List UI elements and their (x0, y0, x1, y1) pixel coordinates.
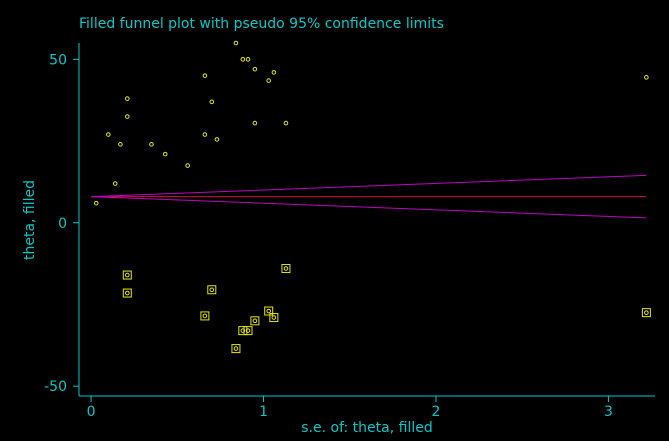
observed-study-point (240, 57, 246, 62)
y-tick-label: 0 (58, 216, 67, 232)
x-tick-label: 2 (432, 404, 441, 420)
filled-study-point (200, 311, 210, 321)
filled-study-point (243, 326, 253, 336)
observed-study-point (202, 132, 208, 137)
observed-study-point (202, 73, 208, 78)
filled-study-box (264, 306, 274, 316)
observed-study-point (245, 57, 251, 62)
observed-study-point (118, 142, 123, 147)
observed-study-point (106, 132, 111, 137)
filled-study-circle (283, 266, 289, 271)
observed-study-point (214, 137, 220, 142)
filled-study-box (122, 288, 132, 298)
observed-study-point (162, 151, 168, 157)
filled-study-circle (266, 308, 272, 314)
y-axis-ticks: -50 0 50 (44, 52, 79, 395)
filled-study-box (641, 308, 651, 318)
filled-study-circle (124, 290, 130, 296)
filled-study-box (207, 285, 217, 295)
filled-study-point (122, 270, 132, 280)
filled-study-point (207, 285, 217, 295)
filled-study-circle (124, 272, 130, 278)
observed-study-point (185, 163, 190, 168)
x-tick-label: 1 (259, 404, 268, 420)
filled-study-point (264, 306, 274, 316)
filled-study-circle (644, 310, 649, 315)
filled-study-circle (271, 315, 277, 320)
x-tick-label: 3 (604, 404, 613, 420)
observed-study-point (644, 75, 649, 80)
filled-study-point (231, 344, 241, 354)
filled-study-box (269, 313, 279, 323)
x-axis-label: s.e. of: theta, filled (301, 420, 432, 436)
observed-study-point (271, 70, 277, 75)
x-tick-label: 0 (87, 404, 96, 420)
filled-study-point (641, 308, 651, 318)
filled-study-point (122, 288, 132, 298)
observed-study-point (266, 78, 272, 83)
y-tick-label: -50 (44, 379, 67, 395)
observed-study-point (252, 66, 258, 72)
upper-confidence-limit (91, 174, 647, 198)
observed-study-point (252, 120, 258, 126)
observed-study-point (283, 120, 289, 126)
observed-study-point (233, 40, 239, 46)
y-tick-label: 50 (49, 52, 67, 68)
observed-study-point (209, 99, 215, 105)
filled-study-box (243, 326, 253, 336)
y-axis-label: theta, filled (22, 180, 38, 260)
lower-confidence-limit (91, 196, 647, 219)
observed-study-point (93, 200, 99, 206)
funnel-lines (91, 174, 647, 219)
filled-study-box (281, 264, 291, 274)
observed-study-point (124, 114, 130, 119)
observed-study-point (112, 181, 118, 186)
observed-study-point (124, 96, 130, 101)
filled-study-box (122, 270, 132, 280)
filled-study-circle (245, 328, 251, 333)
filled-study-box (250, 316, 260, 326)
filled-study-circle (240, 328, 246, 333)
filled-study-box (231, 344, 241, 354)
data-points (93, 40, 651, 354)
filled-study-circle (209, 287, 215, 293)
filled-study-circle (202, 313, 208, 319)
filled-study-point (238, 326, 248, 336)
filled-study-point (269, 313, 279, 323)
observed-study-point (149, 142, 154, 147)
filled-study-point (250, 316, 260, 326)
x-axis-ticks: 0 1 2 3 (87, 396, 613, 420)
chart-title: Filled funnel plot with pseudo 95% confi… (79, 16, 444, 32)
filled-study-box (200, 311, 210, 321)
filled-study-circle (252, 318, 258, 324)
filled-study-point (281, 264, 291, 274)
filled-study-box (238, 326, 248, 336)
filled-study-circle (233, 346, 239, 351)
